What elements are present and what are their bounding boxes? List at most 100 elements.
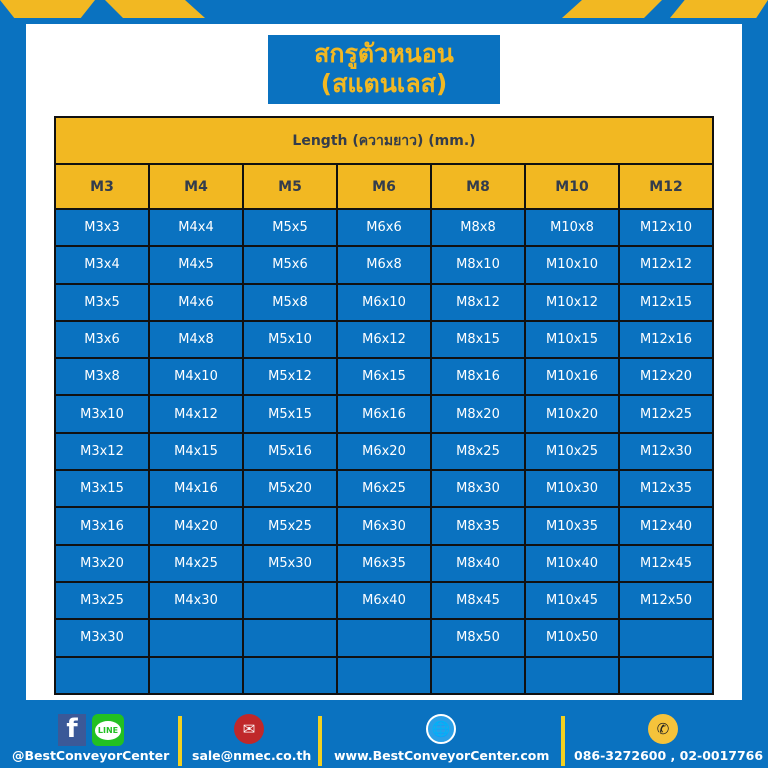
table-cell: [524, 655, 620, 695]
table-cell: M12x50: [618, 580, 714, 621]
table-cell: M3x3: [54, 207, 150, 248]
table-cell: [242, 580, 338, 621]
table-cell: M10x20: [524, 394, 620, 434]
table-cell: M5x8: [242, 282, 338, 322]
table-cell: M12x12: [618, 245, 714, 285]
table-cell: M4x30: [148, 580, 244, 621]
table-row: M3x8 M4x10 M5x12 M6x15 M8x16 M10x16 M12x20: [54, 357, 714, 397]
table-cell: M6x30: [336, 506, 432, 546]
table-cell: M12x20: [618, 357, 714, 397]
table-row: M3x3 M4x4 M5x5 M6x6 M8x8 M10x8 M12x10: [54, 207, 714, 248]
email-link[interactable]: sale@nmec.co.th: [192, 748, 312, 763]
table-cell: M4x15: [148, 431, 244, 472]
table-cell: M5x20: [242, 469, 338, 509]
table-cell: [430, 655, 526, 695]
title-line1: สกรูตัวหนอน: [314, 39, 454, 68]
phone-number[interactable]: 086-3272600 , 02-0017766: [574, 748, 764, 763]
table-cell: M5x5: [242, 207, 338, 248]
table-cell: M3x20: [54, 543, 150, 583]
table-cell: M10x10: [524, 245, 620, 285]
email-icon: ✉: [234, 714, 264, 744]
table-cell: M8x30: [430, 469, 526, 509]
table-row: M3x4 M4x5 M5x6 M6x8 M8x10 M10x10 M12x12: [54, 245, 714, 285]
table-cell: M3x5: [54, 282, 150, 322]
decor-stripe: [0, 0, 95, 18]
line-icon[interactable]: LINE: [92, 714, 124, 746]
decor-stripe: [670, 0, 768, 18]
column-header: M6: [336, 163, 432, 210]
page-title: สกรูตัวหนอน (สแตนเลส): [268, 35, 500, 104]
table-cell: M4x5: [148, 245, 244, 285]
table-cell: M4x20: [148, 506, 244, 546]
column-header: M5: [242, 163, 338, 210]
table-cell: M12x25: [618, 394, 714, 434]
table-cell: M8x40: [430, 543, 526, 583]
size-table: Length (ความยาว) (mm.) M3 M4 M5 M6 M8 M10 M12 …: [54, 116, 714, 695]
website-link[interactable]: www.BestConveyorCenter.com: [334, 748, 550, 763]
table-cell: M10x35: [524, 506, 620, 546]
table-cell: M4x6: [148, 282, 244, 322]
table-cell: M5x25: [242, 506, 338, 546]
table-cell: M6x40: [336, 580, 432, 621]
table-cell: M4x25: [148, 543, 244, 583]
column-header: M8: [430, 163, 526, 210]
decor-stripe: [105, 0, 205, 18]
table-cell: M12x40: [618, 506, 714, 546]
table-cell: M8x12: [430, 282, 526, 322]
divider: [561, 716, 565, 766]
table-cell: M3x30: [54, 618, 150, 658]
table-cell: M10x30: [524, 469, 620, 509]
table-cell: M4x16: [148, 469, 244, 509]
table-row: M3x30 M8x50 M10x50: [54, 618, 714, 658]
table-cell: M8x50: [430, 618, 526, 658]
table-row: M3x5 M4x6 M5x8 M6x10 M8x12 M10x12 M12x15: [54, 282, 714, 322]
table-cell: M10x40: [524, 543, 620, 583]
table-cell: M6x35: [336, 543, 432, 583]
table-row: M3x15 M4x16 M5x20 M6x25 M8x30 M10x30 M12x35: [54, 469, 714, 509]
table-cell: M8x16: [430, 357, 526, 397]
table-cell: M6x8: [336, 245, 432, 285]
table-cell: M3x25: [54, 580, 150, 621]
line-icon-label: LINE: [94, 720, 122, 740]
table-cell: [242, 655, 338, 695]
table-cell: M3x4: [54, 245, 150, 285]
table-cell: M4x10: [148, 357, 244, 397]
column-header: M3: [54, 163, 150, 210]
column-header: M12: [618, 163, 714, 210]
table-cell: M10x16: [524, 357, 620, 397]
table-cell: M6x20: [336, 431, 432, 472]
globe-icon: 🌐: [426, 714, 456, 744]
table-cell: M6x16: [336, 394, 432, 434]
table-cell: M12x45: [618, 543, 714, 583]
phone-icon: ✆: [648, 714, 678, 744]
column-header: M4: [148, 163, 244, 210]
table-cell: M10x15: [524, 319, 620, 360]
table-cell: M10x12: [524, 282, 620, 322]
table-row: M3x10 M4x12 M5x15 M6x16 M8x20 M10x20 M12x25: [54, 394, 714, 434]
table-cell: [336, 618, 432, 658]
table-cell: M8x35: [430, 506, 526, 546]
table-cell: M12x10: [618, 207, 714, 248]
table-cell: M10x8: [524, 207, 620, 248]
table-cell: M5x16: [242, 431, 338, 472]
table-cell: M10x25: [524, 431, 620, 472]
table-cell: M8x8: [430, 207, 526, 248]
table-cell: [54, 655, 150, 695]
table-cell: [618, 618, 714, 658]
table-cell: M3x10: [54, 394, 150, 434]
table-cell: M8x20: [430, 394, 526, 434]
table-cell: M8x25: [430, 431, 526, 472]
social-handle[interactable]: @BestConveyorCenter: [12, 748, 170, 763]
table-cell: M8x45: [430, 580, 526, 621]
table-cell: M4x4: [148, 207, 244, 248]
table-cell: M5x15: [242, 394, 338, 434]
table-cell: M6x25: [336, 469, 432, 509]
table-cell: M6x12: [336, 319, 432, 360]
decor-stripe: [562, 0, 662, 18]
facebook-icon[interactable]: f: [58, 714, 86, 746]
table-cell: M8x15: [430, 319, 526, 360]
table-row: M3x12 M4x15 M5x16 M6x20 M8x25 M10x25 M12x30: [54, 431, 714, 472]
table-cell: M4x12: [148, 394, 244, 434]
table-cell: M3x6: [54, 319, 150, 360]
table-cell: M10x45: [524, 580, 620, 621]
